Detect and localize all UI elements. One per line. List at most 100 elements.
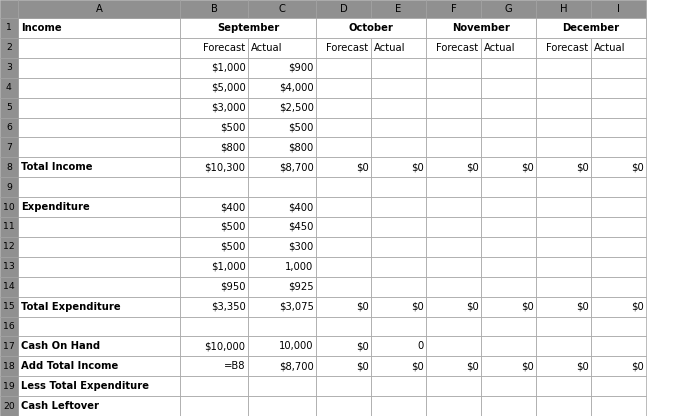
Bar	[0, 137, 18, 157]
Text: 18: 18	[3, 362, 15, 371]
Bar	[248, 197, 316, 217]
Bar	[481, 0, 536, 18]
Bar	[316, 337, 371, 356]
Bar	[371, 277, 426, 297]
Text: 1,000: 1,000	[285, 262, 314, 272]
Bar	[591, 58, 646, 78]
Bar	[591, 38, 646, 58]
Bar	[536, 356, 591, 376]
Bar	[0, 376, 18, 396]
Text: Actual: Actual	[374, 43, 406, 53]
Bar	[248, 257, 316, 277]
Bar	[18, 177, 180, 197]
Bar	[316, 217, 371, 237]
Bar	[426, 0, 481, 18]
Bar	[481, 98, 536, 117]
Bar	[536, 177, 591, 197]
Text: Cash Leftover: Cash Leftover	[21, 401, 99, 411]
Bar	[248, 157, 316, 177]
Bar	[371, 297, 426, 317]
Bar	[591, 197, 646, 217]
Bar	[180, 38, 248, 58]
Bar	[426, 98, 481, 117]
Bar	[316, 78, 371, 98]
Bar	[0, 157, 18, 177]
Bar	[426, 237, 481, 257]
Bar	[316, 0, 371, 18]
Text: 10: 10	[3, 203, 15, 212]
Text: Total Expenditure: Total Expenditure	[21, 302, 121, 312]
Bar	[316, 157, 371, 177]
Text: $1,000: $1,000	[211, 63, 246, 73]
Bar	[18, 98, 180, 117]
Bar	[0, 297, 18, 317]
Bar	[18, 137, 180, 157]
Text: $0: $0	[356, 162, 368, 172]
Bar	[180, 197, 248, 217]
Bar	[426, 117, 481, 137]
Bar	[18, 0, 180, 18]
Text: Forecast: Forecast	[436, 43, 479, 53]
Bar	[591, 0, 646, 18]
Bar	[536, 18, 646, 38]
Bar	[180, 98, 248, 117]
Bar	[180, 237, 248, 257]
Text: 9: 9	[6, 183, 12, 192]
Bar	[371, 58, 426, 78]
Text: 13: 13	[3, 262, 15, 271]
Bar	[0, 58, 18, 78]
Bar	[248, 117, 316, 137]
Bar	[481, 217, 536, 237]
Text: =B8: =B8	[224, 361, 246, 371]
Bar	[481, 237, 536, 257]
Bar	[248, 98, 316, 117]
Text: E: E	[396, 4, 402, 14]
Text: $0: $0	[631, 302, 644, 312]
Bar	[426, 18, 481, 38]
Text: 2: 2	[6, 43, 12, 52]
Text: $0: $0	[631, 361, 644, 371]
Text: $0: $0	[576, 361, 589, 371]
Bar	[481, 58, 536, 78]
Text: $800: $800	[220, 142, 246, 152]
Bar	[18, 38, 180, 58]
Bar	[371, 177, 426, 197]
Bar	[536, 237, 591, 257]
Bar	[316, 317, 371, 337]
Text: $500: $500	[220, 242, 246, 252]
Text: $300: $300	[288, 242, 314, 252]
Bar	[426, 217, 481, 237]
Text: $500: $500	[288, 122, 314, 132]
Text: $0: $0	[356, 302, 368, 312]
Bar	[18, 18, 180, 38]
Bar	[536, 376, 591, 396]
Bar	[371, 317, 426, 337]
Bar	[371, 78, 426, 98]
Bar	[0, 18, 18, 38]
Text: September: September	[217, 23, 279, 33]
Bar	[426, 317, 481, 337]
Text: $0: $0	[466, 162, 479, 172]
Bar	[426, 337, 481, 356]
Bar	[426, 18, 536, 38]
Bar	[371, 396, 426, 416]
Bar	[536, 277, 591, 297]
Text: 11: 11	[3, 223, 15, 231]
Text: 7: 7	[6, 143, 12, 152]
Bar	[591, 237, 646, 257]
Bar	[371, 0, 426, 18]
Bar	[481, 137, 536, 157]
Text: 4: 4	[6, 83, 12, 92]
Text: Income: Income	[21, 23, 61, 33]
Bar	[426, 376, 481, 396]
Bar	[536, 117, 591, 137]
Bar	[316, 137, 371, 157]
Bar	[316, 237, 371, 257]
Text: $0: $0	[521, 302, 533, 312]
Bar	[536, 38, 591, 58]
Text: Forecast: Forecast	[546, 43, 589, 53]
Bar	[0, 396, 18, 416]
Bar	[180, 18, 248, 38]
Text: Less Total Expenditure: Less Total Expenditure	[21, 381, 149, 391]
Bar	[536, 217, 591, 237]
